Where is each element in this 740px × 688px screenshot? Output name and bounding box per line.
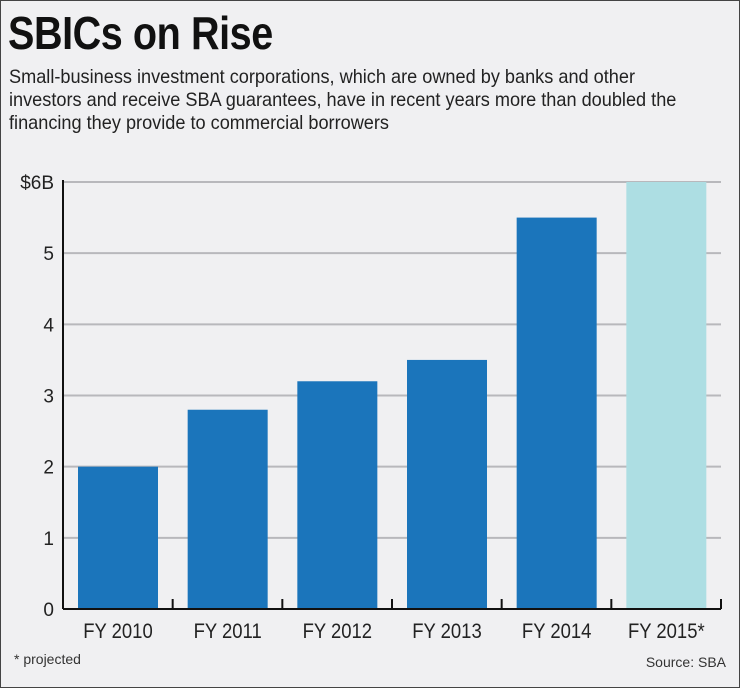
chart-title: SBICs on Rise xyxy=(8,7,273,59)
bar-fy-2013 xyxy=(407,359,487,609)
x-tick-label: FY 2010 xyxy=(83,620,152,643)
bar-fy-2010 xyxy=(78,466,158,609)
y-tick-label: 0 xyxy=(43,600,54,621)
x-tick-label: FY 2012 xyxy=(303,620,372,643)
bar-fy-2011 xyxy=(187,409,268,609)
bar-fy-2014 xyxy=(516,217,597,610)
y-tick-label: 2 xyxy=(43,458,54,479)
y-tick-label: 5 xyxy=(43,244,54,265)
chart-subtitle: Small-business investment corporations, … xyxy=(9,66,677,134)
y-tick-label: 1 xyxy=(43,529,54,550)
x-tick-label: FY 2013 xyxy=(412,620,481,643)
bar-fy-2012 xyxy=(297,381,378,609)
footnote: * projected xyxy=(14,651,81,667)
source-note: Source: SBA xyxy=(645,654,726,670)
bar-fy-2015 xyxy=(626,182,707,609)
x-tick-label: FY 2011 xyxy=(194,620,262,643)
y-tick-label: 4 xyxy=(43,315,54,336)
y-tick-label: 3 xyxy=(43,387,54,408)
x-tick-label: FY 2014 xyxy=(522,620,591,643)
x-tick-label: FY 2015* xyxy=(628,620,705,643)
y-tick-label: $6B xyxy=(20,173,54,194)
